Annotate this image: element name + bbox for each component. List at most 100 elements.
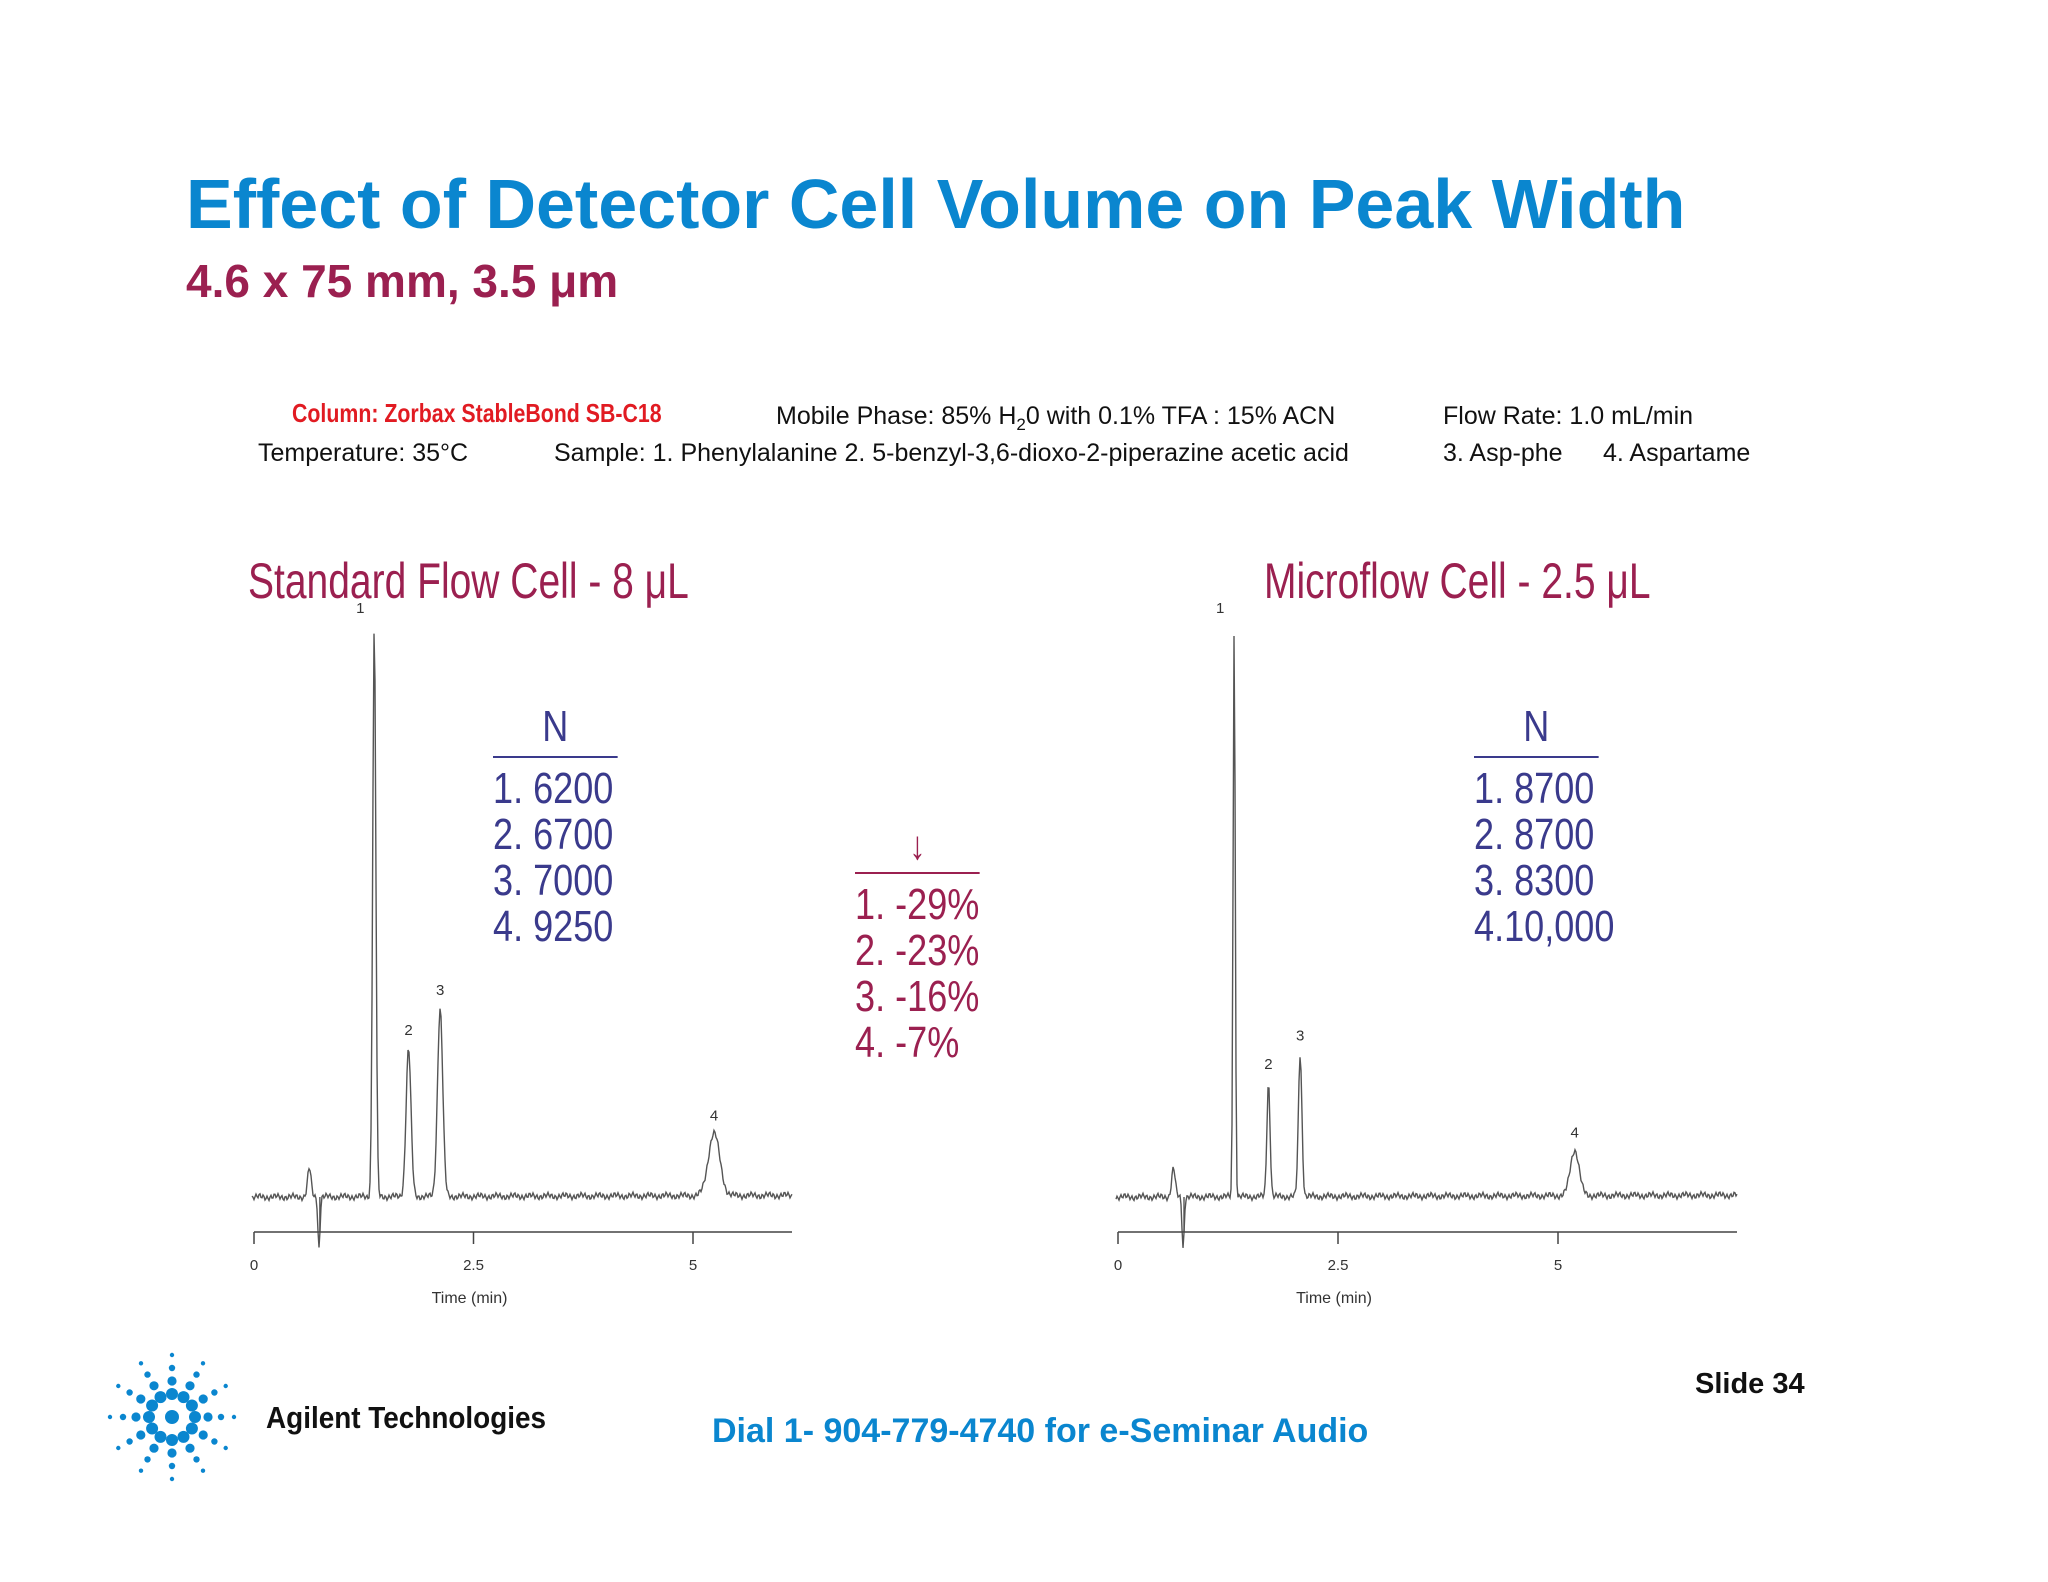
- logo-dot: [107, 1414, 113, 1420]
- change-table: ↓ 1. -29% 2. -23% 3. -16% 4. -7%: [855, 826, 980, 1066]
- logo-dot: [138, 1361, 144, 1366]
- logo-dot: [223, 1383, 228, 1389]
- logo-dot: [168, 1462, 176, 1470]
- logo-dot: [200, 1361, 206, 1366]
- logo-dot: [116, 1445, 121, 1451]
- column-label: Column: Zorbax StableBond SB-C18: [292, 398, 662, 428]
- logo-dot: [119, 1413, 127, 1421]
- page-subtitle: 4.6 x 75 mm, 3.5 μm: [186, 255, 619, 307]
- micro-trace-line: [1115, 635, 1738, 1248]
- logo-dot: [144, 1371, 151, 1378]
- logo-dot: [177, 1430, 190, 1443]
- logo-dot: [154, 1430, 167, 1443]
- brand-name: Agilent Technologies: [266, 1400, 547, 1435]
- logo-dot: [185, 1422, 198, 1435]
- standard-x-tick-label: 5: [689, 1257, 697, 1274]
- agilent-spark-logo-icon: [107, 1352, 237, 1482]
- logo-dot: [177, 1391, 190, 1404]
- logo-dot: [185, 1399, 198, 1412]
- logo-dot: [146, 1422, 159, 1435]
- mobile-phase-label: Mobile Phase: 85% H20 with 0.1% TFA : 15…: [776, 402, 1336, 434]
- logo-dot: [169, 1352, 175, 1358]
- logo-dot: [154, 1391, 167, 1404]
- temperature-label: Temperature: 35°C: [258, 439, 469, 467]
- page-title: Effect of Detector Cell Volume on Peak W…: [186, 165, 1686, 243]
- standard-table-header: N: [542, 702, 569, 751]
- logo-dot: [185, 1443, 195, 1453]
- logo-dot: [144, 1456, 151, 1463]
- micro-table-row: 3. 8300: [1474, 856, 1595, 905]
- logo-dot: [126, 1438, 133, 1445]
- logo-dot: [231, 1414, 237, 1420]
- change-table-row: 4. -7%: [855, 1018, 960, 1067]
- standard-table-rule: [493, 756, 618, 758]
- change-table-row: 3. -16%: [855, 972, 980, 1021]
- logo-dot: [167, 1376, 177, 1386]
- standard-x-tick-label: 0: [250, 1257, 258, 1274]
- slide-number: Slide 34: [1695, 1368, 1805, 1400]
- logo-dot: [203, 1412, 213, 1422]
- change-table-rule: [855, 872, 980, 874]
- sample-label: Sample: 1. Phenylalanine 2. 5-benzyl-3,6…: [554, 439, 1349, 467]
- micro-peak-label: 4: [1571, 1124, 1579, 1141]
- micro-peak-label: 3: [1296, 1028, 1304, 1045]
- micro-x-tick-label: 0: [1114, 1257, 1122, 1274]
- standard-plate-table: N 1. 6200 2. 6700 3. 7000 4. 9250: [493, 704, 618, 950]
- logo-dot: [200, 1468, 206, 1473]
- micro-table-row: 4.10,000: [1474, 902, 1615, 951]
- micro-x-tick-label: 2.5: [1328, 1257, 1349, 1274]
- micro-plate-table: N 1. 8700 2. 8700 3. 8300 4.10,000: [1474, 704, 1615, 951]
- logo-dot: [136, 1394, 146, 1404]
- standard-peak-label: 2: [404, 1022, 412, 1039]
- micro-x-tick-label: 5: [1554, 1257, 1562, 1274]
- change-table-row: 1. -29%: [855, 880, 980, 929]
- standard-trace-line: [251, 633, 793, 1248]
- micro-table-rule: [1474, 756, 1599, 758]
- logo-dot: [167, 1448, 177, 1458]
- logo-dot: [193, 1371, 200, 1378]
- seminar-audio-dial-text: Dial 1- 904-779-4740 for e-Seminar Audio: [712, 1412, 1369, 1450]
- change-table-row: 2. -23%: [855, 926, 980, 975]
- logo-dot: [169, 1476, 175, 1482]
- logo-dot: [136, 1430, 146, 1440]
- flow-rate-label: Flow Rate: 1.0 mL/min: [1443, 402, 1694, 430]
- standard-table-row: 3. 7000: [493, 856, 614, 905]
- logo-dot: [198, 1430, 208, 1440]
- standard-x-tick-label: 2.5: [463, 1257, 484, 1274]
- logo-center-dot: [165, 1410, 179, 1424]
- micro-table-row: 2. 8700: [1474, 810, 1595, 859]
- standard-table-row: 2. 6700: [493, 810, 614, 859]
- logo-dot: [193, 1456, 200, 1463]
- logo-dot: [189, 1411, 201, 1423]
- logo-dot: [146, 1399, 159, 1412]
- micro-peak-label: 1: [1216, 600, 1224, 617]
- logo-dot: [166, 1388, 178, 1400]
- standard-x-axis-label: Time (min): [432, 1290, 508, 1307]
- standard-peak-label: 4: [710, 1107, 718, 1124]
- micro-chromatogram: 1 2 3 4 0 2.5 5 Time (min): [1114, 600, 1738, 1307]
- standard-table-row: 1. 6200: [493, 764, 614, 813]
- logo-dot: [198, 1394, 208, 1404]
- logo-dot: [138, 1468, 144, 1473]
- logo-dot: [116, 1383, 121, 1389]
- sample-4-label: 4. Aspartame: [1603, 439, 1751, 467]
- logo-dot: [211, 1389, 218, 1396]
- logo-dot: [131, 1412, 141, 1422]
- standard-peak-label: 3: [436, 982, 444, 999]
- micro-table-row: 1. 8700: [1474, 764, 1595, 813]
- standard-chromatogram: 1 2 3 4 0 2.5 5 Time (min): [250, 600, 793, 1307]
- logo-dot: [143, 1411, 155, 1423]
- logo-dot: [185, 1381, 195, 1391]
- micro-chart-title: Microflow Cell - 2.5 μL: [1264, 553, 1651, 609]
- logo-dot: [149, 1381, 159, 1391]
- logo-dot: [166, 1434, 178, 1446]
- standard-table-row: 4. 9250: [493, 902, 614, 951]
- micro-peak-label: 2: [1264, 1056, 1272, 1073]
- standard-chart-title: Standard Flow Cell - 8 μL: [248, 553, 689, 609]
- logo-dot: [223, 1445, 228, 1451]
- logo-dot: [149, 1443, 159, 1453]
- logo-dot: [126, 1389, 133, 1396]
- logo-dot: [168, 1364, 176, 1372]
- standard-peak-label: 1: [356, 600, 364, 617]
